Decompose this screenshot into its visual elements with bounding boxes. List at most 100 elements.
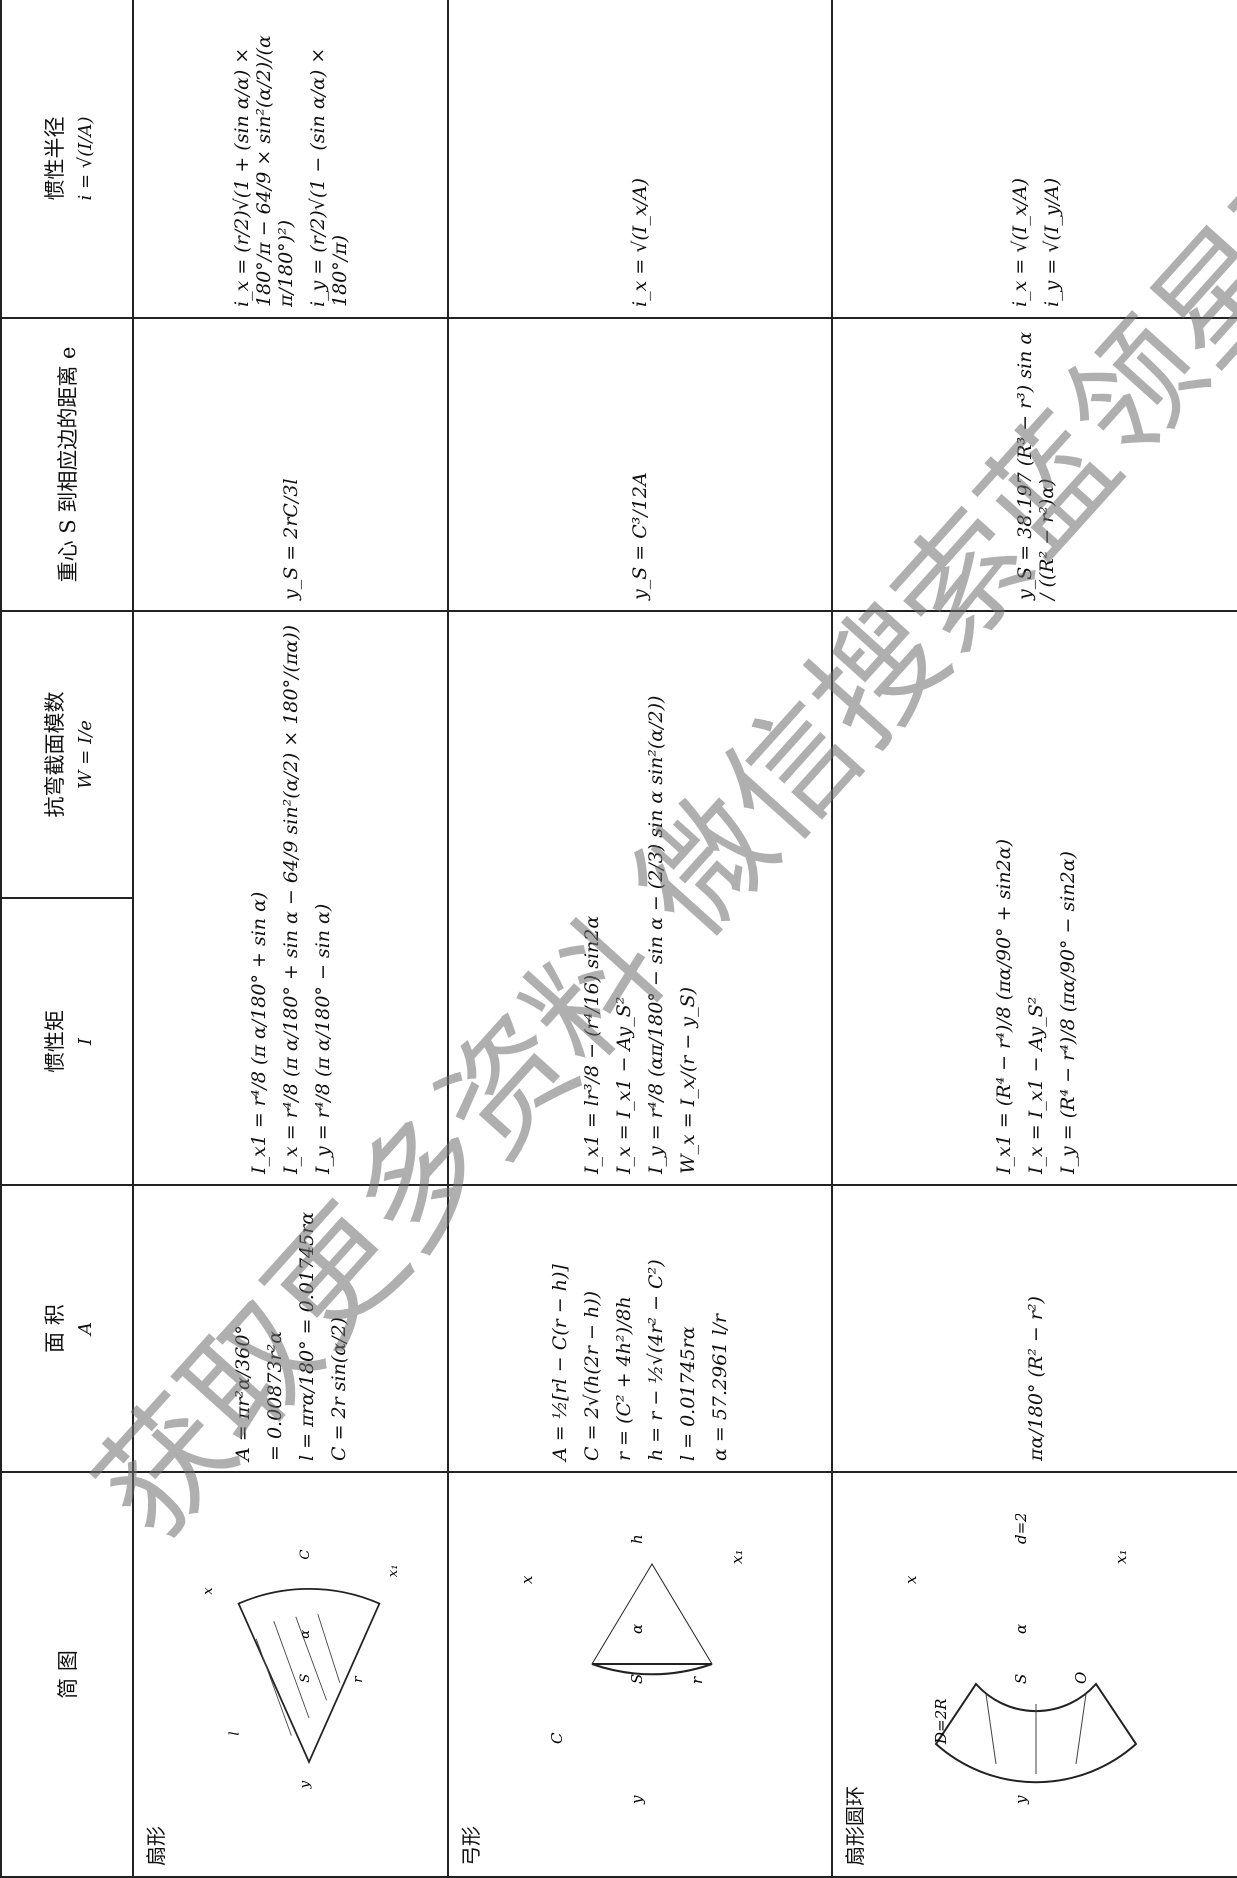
formula-line: I_y = (R⁴ − r⁴)/8 (πα/90° − sin2α) xyxy=(1056,851,1079,1174)
column-header: 抗弯截面模数 W = I/e xyxy=(1,611,133,898)
figure-label: α xyxy=(628,1624,646,1634)
figure-label: x xyxy=(201,1587,216,1595)
radius-cell: i_x = √(I_x/A) xyxy=(448,0,832,318)
figure-label: C xyxy=(298,1550,313,1560)
area-cell: πα/180° (R² − r²) xyxy=(832,1185,1237,1472)
figure-label: O xyxy=(1072,1672,1090,1684)
header-row: 简 图 面 积 A 惯性矩 I 抗弯截面模数 W = I/e 重心 S 到相应边的距离 e 惯性… xyxy=(1,0,133,1877)
figure: y x Sα Od=2r D=2R x₁ xyxy=(902,1515,1138,1806)
formula-line: I_y = r⁴/8 (π α/180° − sin α) xyxy=(311,903,334,1174)
inertia-cell: I_x1 = (R⁴ − r⁴)/8 (πα/90° + sin2α) I_x =… xyxy=(832,611,1237,1185)
formula-line: C = 2√(h(2r − h)) xyxy=(581,1290,603,1461)
radius-cell: i_x = (r/2)√(1 + (sin α/α) × 180°/π − 64… xyxy=(133,0,448,318)
figure-label: D=2R xyxy=(932,1699,950,1745)
formula-line: y_S = 38.197 (R³ − r³) sin α / ((R² − r²… xyxy=(1013,331,1058,600)
figure-label: α xyxy=(298,1630,313,1639)
inertia-cell: I_x1 = r⁴/8 (π α/180° + sin α) I_x = r⁴/8… xyxy=(133,611,448,1185)
column-subtitle: A xyxy=(74,1322,96,1335)
segment-lines xyxy=(591,1563,713,1665)
column-header: 简 图 xyxy=(1,1472,133,1877)
figure-label: S xyxy=(298,1674,313,1683)
formula-line: i_y = (r/2)√(1 − (sin α/α) × 180°/π) xyxy=(306,47,351,307)
formula-line: l = 0.01745rα xyxy=(677,1326,699,1461)
formula-line: l = πrα/180° = 0.01745rα xyxy=(295,1211,318,1461)
sector-shape xyxy=(237,1588,381,1765)
figure-label: r xyxy=(688,1677,706,1685)
centroid-cell: y_S = 38.197 (R³ − r³) sin α / ((R² − r²… xyxy=(832,318,1237,611)
figure-label: y xyxy=(298,1781,313,1790)
figure-label: α xyxy=(1012,1624,1030,1634)
column-header: 重心 S 到相应边的距离 e xyxy=(1,318,133,611)
inertia-cell: I_x1 = lr³/8 − (r⁴/16) sin2α I_x = I_x1 −… xyxy=(448,611,832,1185)
formula-line: i_x = (r/2)√(1 + (sin α/α) × 180°/π − 64… xyxy=(230,35,297,307)
centroid-cell: y_S = C³/12A xyxy=(448,318,832,611)
figure: y x Sα r h Cx₁ xyxy=(518,1535,746,1806)
column-title: 抗弯截面模数 xyxy=(42,691,67,818)
figure-label: y xyxy=(1012,1796,1030,1806)
figure-label: l xyxy=(228,1732,243,1736)
figure-label: r xyxy=(351,1676,366,1683)
column-title: 重心 S 到相应边的距离 e xyxy=(56,346,80,583)
figure-label: d=2r xyxy=(1012,1515,1030,1545)
centroid-cell: y_S = 2rC/3l xyxy=(133,318,448,611)
column-title: 简 图 xyxy=(56,1650,80,1699)
radius-cell: i_x = √(I_x/A) i_y = √(I_y/A) xyxy=(832,0,1237,318)
formula-line: i_x = √(I_x/A) xyxy=(1008,177,1031,307)
figure-label: C xyxy=(548,1733,566,1745)
formula-line: I_y = r⁴/8 (απ/180° − sin α − (2/3) sin … xyxy=(645,695,667,1174)
formula-line: I_x = I_x1 − Ay_S² xyxy=(1024,996,1047,1174)
formula-line: i_y = √(I_y/A) xyxy=(1040,177,1063,307)
formula-line: y_S = 2rC/3l xyxy=(279,478,302,600)
hatch xyxy=(255,1614,341,1737)
figure-label: S xyxy=(628,1674,646,1684)
formula-line: W_x = I_x/(r − y_S) xyxy=(677,986,699,1174)
column-subtitle: W = I/e xyxy=(74,720,96,789)
formula-line: I_x1 = r⁴/8 (π α/180° + sin α) xyxy=(247,891,270,1174)
formula-line: I_x1 = (R⁴ − r⁴)/8 (πα/90° + sin2α) xyxy=(992,839,1015,1174)
figure-label: x₁ xyxy=(386,1565,401,1578)
ring-shape xyxy=(934,1682,1138,1784)
formula-line: y_S = C³/12A xyxy=(629,472,651,600)
formula-line: I_x = r⁴/8 (π α/180° + sin α − 64/9 sin²… xyxy=(279,624,302,1174)
formula-line: h = r − ½√(4r² − C²) xyxy=(645,1259,667,1461)
figure-label: x₁ xyxy=(728,1550,746,1564)
column-subtitle: i = √(I/A) xyxy=(74,116,96,201)
formula-line: πα/180° (R² − r²) xyxy=(1024,1296,1047,1461)
figure-label: S xyxy=(1012,1674,1030,1684)
column-header: 惯性半径 i = √(I/A) xyxy=(1,0,133,318)
area-cell: A = πr²α/360° = 0.00873r²α l = πrα/180° = … xyxy=(133,1185,448,1472)
figure: y x Sα r Cl x₁ xyxy=(201,1550,401,1790)
formula-line: = 0.00873r²α xyxy=(263,1330,286,1461)
formula-line: A = ½[rl − C(r − h)] xyxy=(549,1264,571,1461)
row-name: 扇形 xyxy=(144,1826,168,1866)
figure-label: x₁ xyxy=(1112,1550,1130,1564)
figure-label: x xyxy=(518,1576,536,1585)
column-title: 惯性半径 xyxy=(42,116,67,201)
hatch xyxy=(985,1694,1087,1775)
figure-label: x xyxy=(902,1576,920,1585)
formula-line: C = 2r sin(α/2) xyxy=(327,1317,350,1461)
area-cell: A = ½[rl − C(r − h)] C = 2√(h(2r − h)) r =… xyxy=(448,1185,832,1472)
formula-line: I_x1 = lr³/8 − (r⁴/16) sin2α xyxy=(581,915,603,1174)
figure-label: h xyxy=(628,1535,646,1545)
formula-line: i_x = √(I_x/A) xyxy=(629,177,651,307)
figure-label: y xyxy=(628,1796,646,1806)
formula-line: r = (C² + 4h²)/8h xyxy=(613,1296,635,1461)
column-header: 惯性矩 I xyxy=(1,898,133,1185)
formula-line: I_x = I_x1 − Ay_S² xyxy=(613,996,635,1174)
segment-shape xyxy=(591,1663,713,1676)
column-title: 面 积 xyxy=(42,1304,67,1353)
column-subtitle: I xyxy=(74,1037,96,1046)
row-name: 扇形圆环 xyxy=(843,1786,867,1866)
column-title: 惯性矩 xyxy=(42,1010,67,1073)
